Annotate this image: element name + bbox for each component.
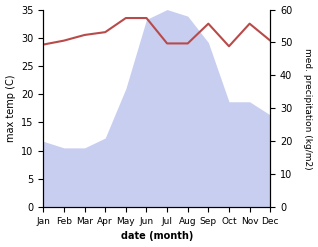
Y-axis label: med. precipitation (kg/m2): med. precipitation (kg/m2): [303, 48, 313, 169]
Y-axis label: max temp (C): max temp (C): [5, 75, 16, 142]
X-axis label: date (month): date (month): [121, 231, 193, 242]
